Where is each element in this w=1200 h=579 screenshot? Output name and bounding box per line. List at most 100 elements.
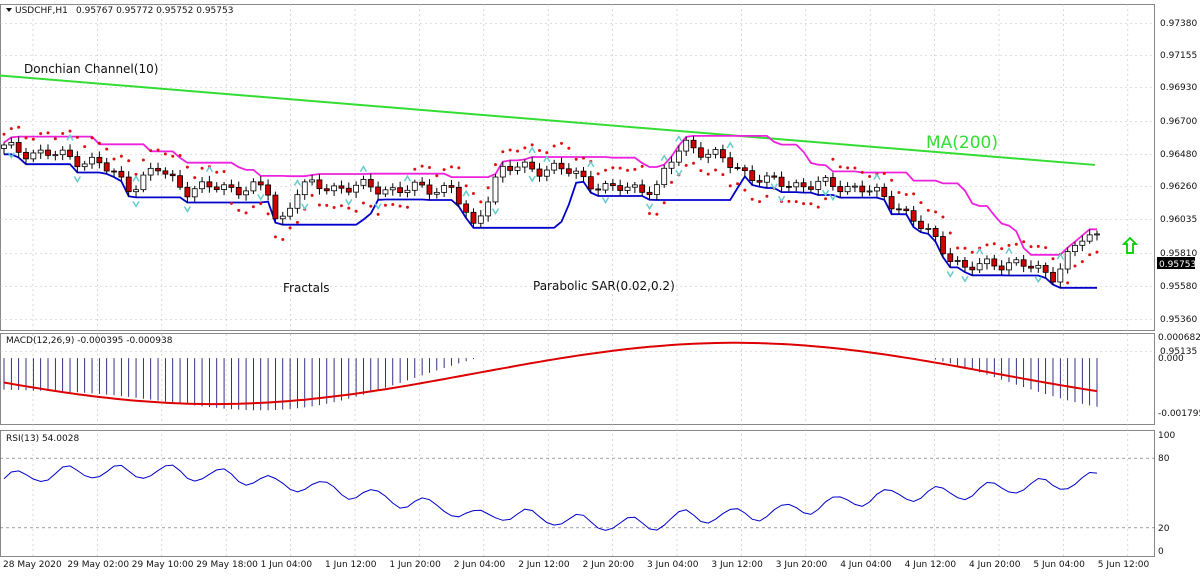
price-tick-label: 0.95580 — [1160, 282, 1197, 292]
sar-dot — [383, 203, 387, 207]
candle-body — [653, 184, 660, 195]
candle-body — [903, 208, 910, 212]
fractal-down — [7, 152, 15, 160]
candle-body — [52, 154, 59, 157]
fractal-up — [543, 155, 551, 163]
price-tick-label: 0.95135 — [1160, 347, 1197, 357]
candle-body — [287, 207, 293, 217]
candle-body — [896, 208, 902, 211]
sar-dot — [648, 211, 652, 215]
candle-body — [155, 167, 161, 172]
candle-body — [448, 185, 455, 188]
candle-body — [404, 189, 411, 193]
candle-body — [932, 228, 939, 237]
candle-body — [67, 149, 73, 157]
fractal-up — [1056, 252, 1064, 260]
sar-dot — [229, 201, 233, 205]
fractal-up — [403, 174, 412, 182]
ohlc-values: 0.95767 0.95772 0.95752 0.95753 — [76, 6, 233, 16]
sar-dot — [1051, 257, 1055, 261]
donchian-label: Donchian Channel(10) — [24, 62, 158, 76]
candle-body — [976, 263, 983, 271]
candle-body — [778, 176, 785, 187]
candle-body — [199, 181, 205, 190]
sar-dot — [156, 148, 160, 152]
sar-dot — [369, 204, 373, 208]
sar-dot — [552, 144, 556, 148]
sar-dot — [398, 204, 402, 208]
candle-body — [925, 228, 932, 230]
sar-dot — [714, 168, 718, 172]
sar-dot — [706, 172, 710, 176]
candle-body — [331, 185, 338, 192]
sar-dot — [83, 145, 87, 149]
fractal-up — [660, 154, 668, 162]
sar-dot — [244, 211, 248, 215]
candle-body — [822, 177, 829, 182]
candle-body — [1028, 265, 1034, 269]
sar-dot — [127, 159, 131, 163]
sar-dot — [838, 165, 842, 169]
macd-panel — [3, 341, 1098, 411]
sar-dot — [2, 132, 6, 136]
macd-tick-label: 0.000682 — [1158, 333, 1200, 343]
sar-dot — [17, 125, 21, 129]
candle-body — [353, 184, 360, 193]
sar-dot — [486, 186, 490, 190]
sar-dot — [295, 220, 299, 224]
sar-dot — [449, 165, 453, 169]
sar-dot — [992, 242, 996, 246]
sar-dot — [215, 170, 219, 174]
candle-body — [1086, 234, 1093, 242]
time-tick-label: 3 Jun 20:00 — [776, 560, 828, 570]
candle-body — [675, 150, 682, 163]
candle-body — [375, 186, 382, 195]
candle-body — [162, 170, 169, 175]
candle-body — [426, 184, 433, 195]
sar-dot — [361, 201, 365, 205]
candle-body — [206, 181, 213, 188]
price-tick-label: 0.96035 — [1160, 215, 1197, 225]
sar-dot — [626, 168, 630, 172]
sar-dot — [259, 202, 263, 206]
sar-dot — [604, 168, 608, 172]
fractal-up — [528, 146, 536, 154]
candle-body — [683, 139, 690, 152]
candle-body — [250, 181, 257, 192]
sar-dot — [457, 166, 461, 170]
candle-body — [551, 162, 558, 171]
candle-body — [1013, 259, 1020, 264]
candle-body — [463, 203, 470, 213]
donchian-channel — [3, 135, 1097, 289]
candle-body — [1035, 265, 1042, 269]
candle-body — [888, 196, 895, 210]
candle-body — [800, 182, 807, 188]
sar-dot — [163, 152, 167, 156]
candle-body — [609, 183, 616, 186]
price-tick-label: 0.96480 — [1160, 150, 1197, 160]
price-tick-label: 0.96930 — [1160, 83, 1197, 93]
sar-dot — [904, 193, 908, 197]
sar-dot — [237, 208, 241, 212]
candle-body — [8, 142, 15, 146]
sar-dot — [640, 164, 644, 168]
rsi-tick-label: 80 — [1158, 454, 1170, 464]
sar-dot — [560, 141, 564, 145]
candle-body — [169, 173, 176, 177]
symbol-label: USDCHF,H1 — [15, 6, 68, 16]
fractal-down — [645, 203, 654, 211]
fractal-down — [777, 195, 786, 203]
fractal-down — [821, 189, 830, 197]
candle-body — [705, 153, 712, 158]
fractal-down — [345, 199, 353, 206]
candle-body — [411, 181, 418, 191]
sar-dot — [493, 163, 497, 167]
candle-body — [808, 186, 814, 190]
sar-dot — [479, 200, 483, 204]
sar-dot — [9, 127, 13, 131]
sar-dot — [582, 156, 586, 160]
sar-dot — [882, 171, 886, 175]
sar-dot — [325, 203, 329, 207]
sar-dot — [200, 166, 204, 170]
